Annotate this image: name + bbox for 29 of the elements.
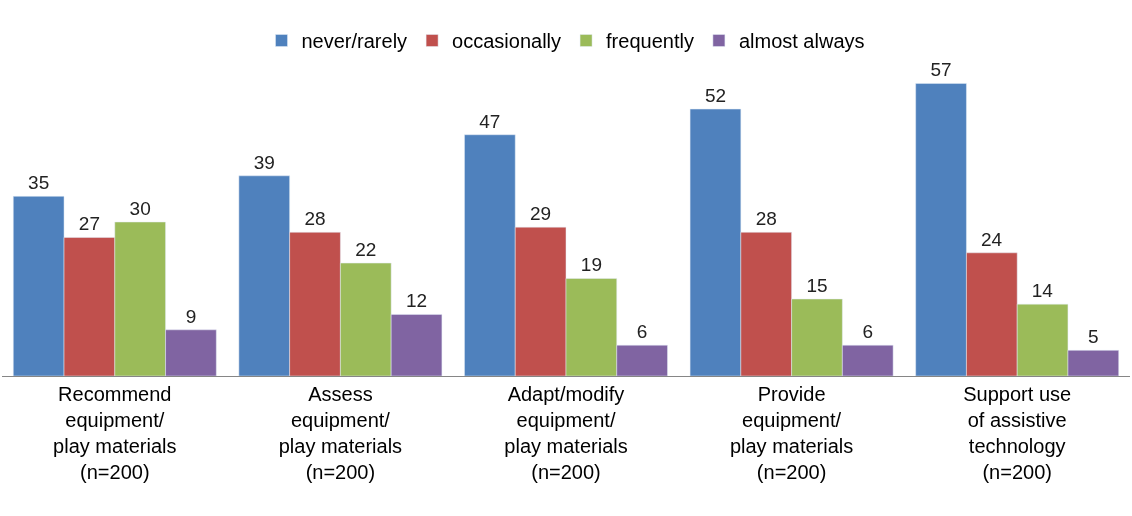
data-label: 27 <box>78 213 100 235</box>
data-label: 19 <box>580 254 602 276</box>
data-label: 47 <box>479 110 501 132</box>
legend-label: almost always <box>738 30 865 53</box>
x-tick-label: Recommend equipment/ play materials (n=200) <box>53 383 177 483</box>
data-label: 12 <box>405 290 428 312</box>
x-tick-label: Assess equipment/ play materials (n=200) <box>278 383 403 483</box>
data-label: 6 <box>636 321 648 343</box>
x-tick-label: Support use of assistive technology (n=200) <box>963 383 1072 483</box>
data-label: 9 <box>185 305 197 327</box>
legend-label: frequently <box>606 30 694 53</box>
x-tick-label: Provide equipment/ play materials (n=200) <box>729 383 854 483</box>
data-label: 14 <box>1031 280 1054 302</box>
data-label: 29 <box>530 203 552 225</box>
legend-label: never/rarely <box>301 30 408 53</box>
data-label: 15 <box>806 275 828 296</box>
x-tick-label: Adapt/modify equipment/ play materials (n=200) <box>504 383 628 483</box>
data-label: 35 <box>28 172 50 194</box>
data-label: 5 <box>1088 326 1099 348</box>
data-label: 28 <box>304 208 326 230</box>
legend-label: occasionally <box>452 30 562 53</box>
data-label: 30 <box>129 198 151 219</box>
data-label: 39 <box>253 151 275 173</box>
data-label: 52 <box>704 85 727 107</box>
data-label: 22 <box>355 239 377 261</box>
data-label: 28 <box>755 208 777 230</box>
data-label: 57 <box>930 59 952 81</box>
data-label: 24 <box>981 228 1003 250</box>
data-label: 6 <box>862 321 874 343</box>
